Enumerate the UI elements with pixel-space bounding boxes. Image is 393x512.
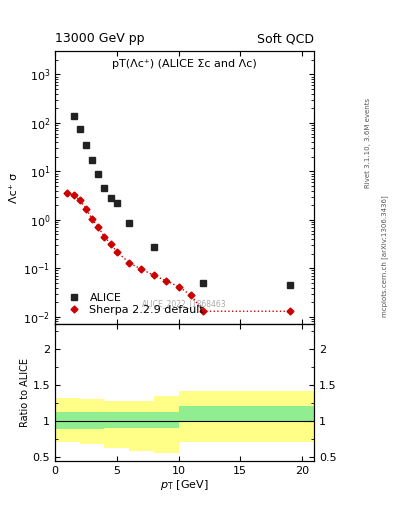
Line: ALICE: ALICE: [70, 112, 293, 289]
ALICE: [108, 195, 113, 201]
ALICE: [287, 282, 292, 288]
ALICE: [114, 200, 119, 206]
Text: mcplots.cern.ch [arXiv:1306.3436]: mcplots.cern.ch [arXiv:1306.3436]: [381, 195, 388, 317]
Sherpa 2.2.9 default: [77, 197, 82, 203]
Sherpa 2.2.9 default: [189, 292, 193, 298]
ALICE: [96, 170, 101, 177]
ALICE: [90, 157, 94, 163]
ALICE: [127, 220, 132, 226]
ALICE: [77, 126, 82, 132]
ALICE: [151, 244, 156, 250]
Sherpa 2.2.9 default: [114, 249, 119, 255]
Sherpa 2.2.9 default: [139, 266, 144, 272]
ALICE: [71, 113, 76, 119]
Sherpa 2.2.9 default: [287, 308, 292, 314]
Sherpa 2.2.9 default: [201, 308, 206, 314]
ALICE: [84, 142, 88, 148]
Sherpa 2.2.9 default: [164, 278, 169, 284]
Sherpa 2.2.9 default: [96, 224, 101, 230]
ALICE: [102, 185, 107, 191]
Text: Soft QCD: Soft QCD: [257, 32, 314, 45]
Y-axis label: Ratio to ALICE: Ratio to ALICE: [20, 358, 30, 427]
Sherpa 2.2.9 default: [71, 192, 76, 198]
Sherpa 2.2.9 default: [90, 216, 94, 222]
Sherpa 2.2.9 default: [108, 241, 113, 247]
Sherpa 2.2.9 default: [176, 284, 181, 290]
Sherpa 2.2.9 default: [102, 233, 107, 240]
Text: Rivet 3.1.10, 3.6M events: Rivet 3.1.10, 3.6M events: [365, 98, 371, 188]
Text: pT(Λc⁺) (ALICE Σc and Λc): pT(Λc⁺) (ALICE Σc and Λc): [112, 59, 257, 70]
Sherpa 2.2.9 default: [84, 205, 88, 211]
ALICE: [201, 280, 206, 286]
X-axis label: $\mathit{p}_\mathrm{T}$ [GeV]: $\mathit{p}_\mathrm{T}$ [GeV]: [160, 478, 209, 493]
Legend: ALICE, Sherpa 2.2.9 default: ALICE, Sherpa 2.2.9 default: [61, 290, 208, 318]
Y-axis label: Λc⁺ σ: Λc⁺ σ: [9, 173, 19, 203]
Sherpa 2.2.9 default: [127, 260, 132, 266]
Text: 13000 GeV pp: 13000 GeV pp: [55, 32, 145, 45]
Sherpa 2.2.9 default: [65, 190, 70, 197]
Sherpa 2.2.9 default: [151, 272, 156, 278]
Text: ALICE_2022_I1868463: ALICE_2022_I1868463: [142, 299, 227, 308]
Line: Sherpa 2.2.9 default: Sherpa 2.2.9 default: [65, 191, 292, 314]
